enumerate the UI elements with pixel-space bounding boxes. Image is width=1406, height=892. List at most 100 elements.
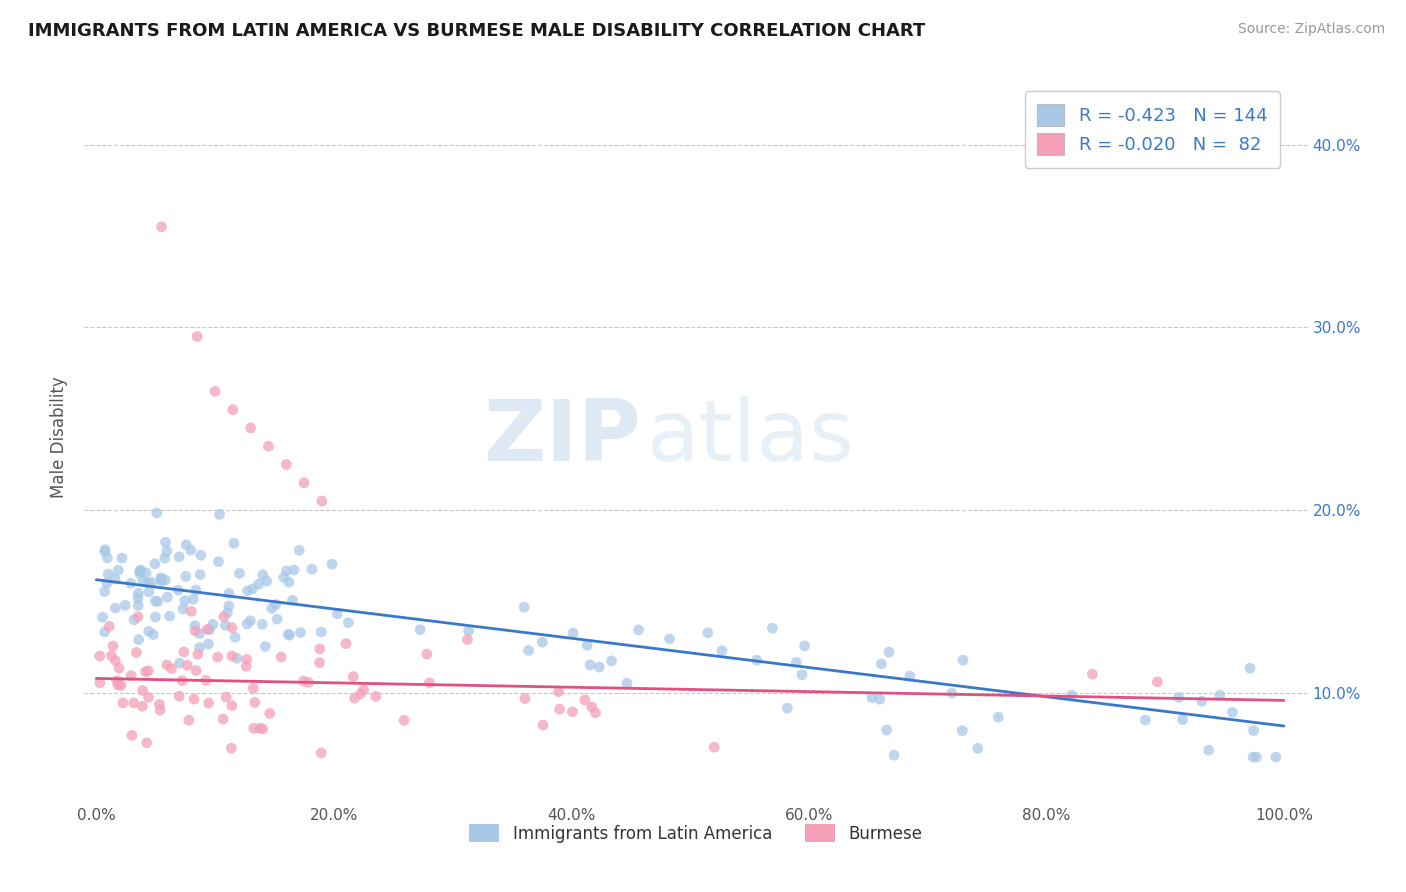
Point — [1198, 743, 1220, 757]
Point — [156, 590, 179, 604]
Point — [337, 615, 360, 630]
Point — [456, 632, 478, 647]
Point — [114, 599, 136, 613]
Point — [212, 609, 235, 624]
Point — [239, 421, 262, 435]
Point — [952, 653, 974, 667]
Y-axis label: Male Disability: Male Disability — [51, 376, 69, 498]
Point — [207, 555, 229, 569]
Point — [254, 640, 277, 654]
Point — [143, 557, 166, 571]
Point — [242, 681, 264, 696]
Point — [131, 683, 153, 698]
Point — [194, 673, 217, 688]
Point — [950, 723, 973, 738]
Point — [183, 692, 205, 706]
Point — [184, 624, 207, 638]
Point — [167, 549, 190, 564]
Point — [180, 543, 202, 558]
Point — [342, 669, 364, 683]
Point — [531, 635, 554, 649]
Point — [93, 584, 115, 599]
Legend: Immigrants from Latin America, Burmese: Immigrants from Latin America, Burmese — [463, 818, 929, 849]
Point — [132, 574, 155, 588]
Point — [107, 563, 129, 577]
Point — [260, 601, 283, 615]
Point — [877, 645, 900, 659]
Point — [1222, 706, 1244, 720]
Point — [101, 639, 124, 653]
Point — [1171, 713, 1194, 727]
Point — [197, 696, 219, 710]
Point — [574, 693, 596, 707]
Point — [138, 690, 160, 705]
Point — [221, 648, 243, 663]
Point — [243, 696, 266, 710]
Point — [136, 664, 159, 678]
Point — [259, 706, 281, 721]
Point — [967, 741, 990, 756]
Point — [309, 625, 332, 640]
Point — [616, 676, 638, 690]
Point — [121, 728, 143, 742]
Point — [187, 648, 209, 662]
Point — [150, 219, 173, 234]
Point — [184, 583, 207, 598]
Point — [283, 563, 305, 577]
Point — [221, 741, 243, 756]
Point — [128, 632, 150, 647]
Point — [98, 619, 121, 633]
Point — [627, 623, 650, 637]
Point — [236, 583, 259, 598]
Point — [876, 723, 898, 737]
Point — [266, 612, 288, 626]
Point — [218, 599, 240, 613]
Point — [276, 564, 298, 578]
Point — [207, 650, 229, 665]
Point — [197, 623, 219, 637]
Point — [870, 657, 893, 671]
Point — [131, 699, 153, 714]
Point — [416, 647, 439, 661]
Point — [531, 718, 554, 732]
Point — [127, 599, 149, 613]
Point — [392, 714, 415, 728]
Point — [176, 658, 198, 673]
Point — [129, 563, 152, 577]
Point — [146, 506, 169, 520]
Point — [547, 684, 569, 698]
Point — [579, 657, 602, 672]
Point — [278, 628, 301, 642]
Point — [173, 593, 195, 607]
Point — [150, 574, 173, 588]
Point — [104, 601, 127, 615]
Point — [97, 567, 120, 582]
Point — [987, 710, 1010, 724]
Point — [94, 544, 117, 558]
Point — [125, 645, 148, 659]
Point — [188, 567, 211, 582]
Point — [107, 678, 129, 692]
Point — [240, 582, 263, 596]
Point — [104, 572, 127, 586]
Point — [252, 617, 274, 632]
Point — [562, 626, 585, 640]
Point — [588, 660, 610, 674]
Point — [343, 691, 366, 706]
Point — [127, 586, 149, 600]
Point — [138, 624, 160, 639]
Point — [264, 598, 287, 612]
Point — [364, 690, 387, 704]
Point — [418, 675, 440, 690]
Point — [1060, 688, 1083, 702]
Point — [136, 575, 159, 590]
Point — [301, 562, 323, 576]
Point — [561, 705, 583, 719]
Point — [138, 585, 160, 599]
Point — [208, 508, 231, 522]
Point — [184, 618, 207, 632]
Point — [288, 543, 311, 558]
Point — [111, 696, 134, 710]
Point — [273, 570, 295, 584]
Point — [270, 650, 292, 665]
